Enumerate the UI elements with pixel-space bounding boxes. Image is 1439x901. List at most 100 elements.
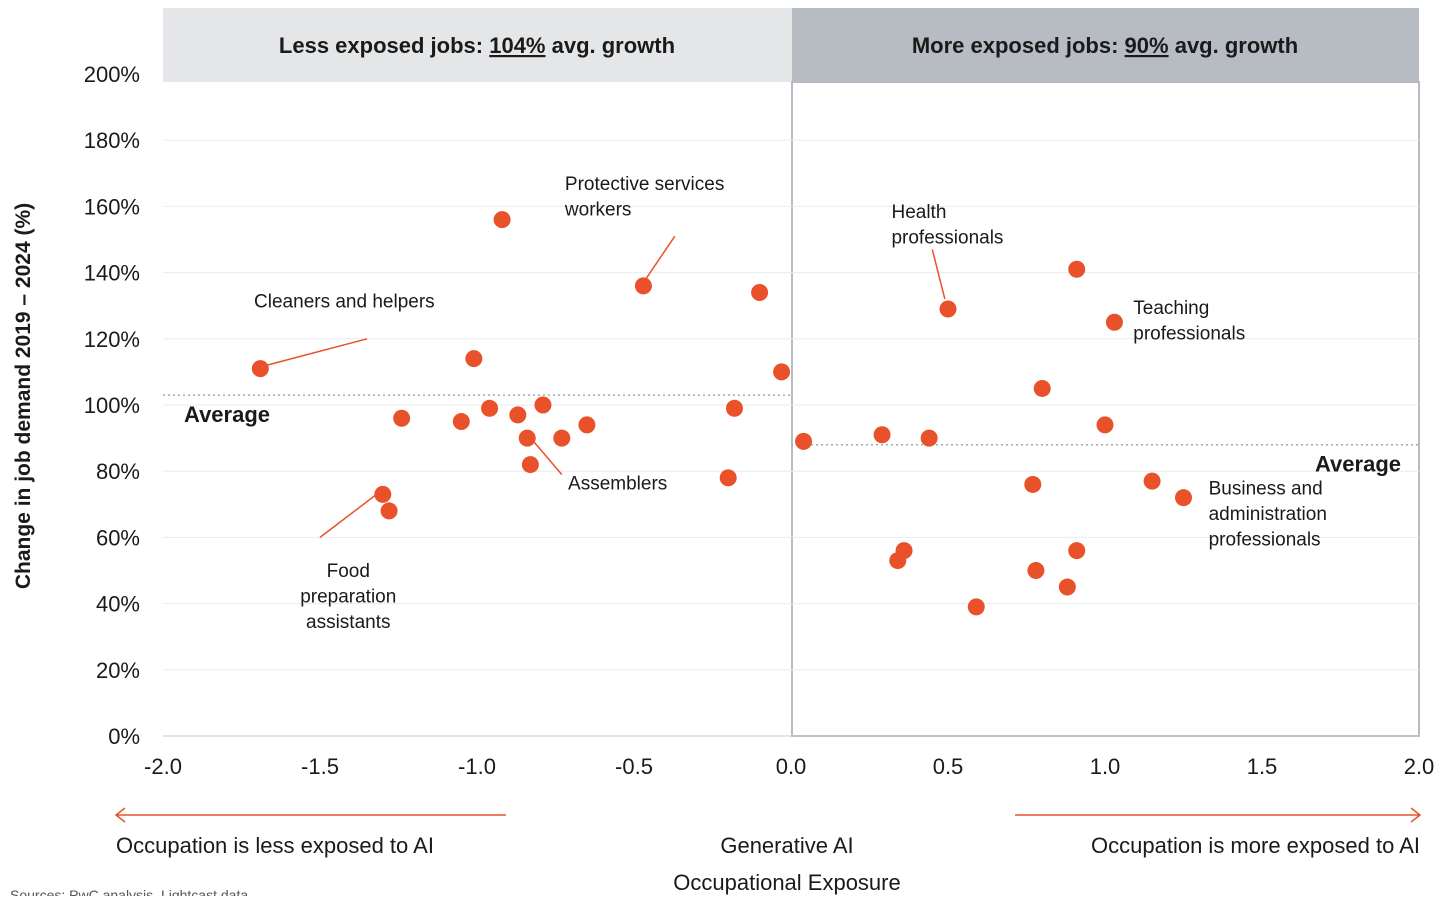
annotation-line: administration <box>1209 504 1327 525</box>
right-exposure-arrow <box>1015 807 1422 823</box>
annotation-label: Teaching professionals <box>1133 298 1245 345</box>
annotation-leader <box>266 338 368 367</box>
annotation-label: Business and administration professionals <box>1209 478 1327 550</box>
data-point <box>534 396 552 414</box>
right-panel-title-value: 90% <box>1125 33 1169 58</box>
right-panel-title-suffix: avg. growth <box>1169 33 1299 58</box>
data-point <box>920 429 938 447</box>
x-tick-label: 0.0 <box>776 754 807 779</box>
data-point <box>1033 379 1051 397</box>
annotation-line: Teaching <box>1133 298 1209 319</box>
right-panel-title-prefix: More exposed jobs: <box>912 33 1125 58</box>
data-point <box>380 502 398 520</box>
y-tick-label: 0% <box>108 724 140 749</box>
average-lines: Average Average <box>163 394 1419 477</box>
left-arrow-label: Occupation is less exposed to AI <box>116 833 434 858</box>
annotations: Protective services workers Cleaners and h… <box>254 174 1327 633</box>
y-tick-label: 40% <box>96 592 140 617</box>
data-point <box>1024 475 1042 493</box>
left-panel-title-value: 104% <box>489 33 545 58</box>
annotation-line: preparation <box>300 587 396 608</box>
x-tick-label: -1.0 <box>458 754 496 779</box>
data-point <box>795 432 813 450</box>
data-point <box>873 426 891 444</box>
y-tick-label: 80% <box>96 459 140 484</box>
annotation-line: Cleaners and helpers <box>254 291 435 312</box>
data-point <box>493 211 511 229</box>
data-point <box>1027 562 1045 579</box>
y-gridlines <box>163 139 1419 737</box>
annotation-label: Health professionals <box>891 202 1003 249</box>
data-point <box>1143 472 1161 490</box>
data-point <box>452 413 470 431</box>
annotation-label: Assemblers <box>568 473 667 494</box>
data-point <box>518 429 536 447</box>
left-exposure-arrow <box>114 807 506 823</box>
annotation-line: Protective services <box>565 174 724 195</box>
data-point <box>374 485 392 503</box>
left-panel-title-prefix: Less exposed jobs: <box>279 33 489 58</box>
y-tick-label: 100% <box>84 393 140 418</box>
data-point <box>773 363 791 381</box>
y-tick-labels: 0% 20% 40% 60% 80% 100% 120% 140% 160% 180% 200% <box>84 62 140 749</box>
x-tick-label: -0.5 <box>615 754 653 779</box>
data-point <box>1068 260 1086 278</box>
data-points <box>251 211 1192 616</box>
x-tick-labels: -2.0 -1.5 -1.0 -0.5 0.0 0.5 1.0 1.5 2.0 <box>144 754 1434 779</box>
data-point <box>1175 489 1192 507</box>
data-point <box>895 542 913 560</box>
x-tick-label: 1.5 <box>1247 754 1278 779</box>
data-point <box>939 300 957 318</box>
annotation-line: Assemblers <box>568 473 667 494</box>
left-panel-title-suffix: avg. growth <box>546 33 676 58</box>
right-panel-bg <box>792 8 1419 736</box>
average-label: Average <box>184 402 270 427</box>
data-point <box>1105 313 1123 331</box>
x-tick-label: -1.5 <box>301 754 339 779</box>
annotation-label: Protective services workers <box>564 174 724 221</box>
x-tick-label: 0.5 <box>933 754 964 779</box>
annotation-line: workers <box>564 199 632 220</box>
annotation-line: professionals <box>891 227 1003 248</box>
x-tick-label: 1.0 <box>1090 754 1121 779</box>
annotation-line: professionals <box>1209 529 1321 550</box>
right-panel-header-bg <box>792 8 1419 82</box>
annotation-line: professionals <box>1133 323 1245 344</box>
source-note: Sources: PwC analysis, Lightcast data <box>10 887 248 896</box>
data-point <box>719 469 737 487</box>
y-tick-label: 200% <box>84 62 140 87</box>
right-arrow-label: Occupation is more exposed to AI <box>1091 833 1420 858</box>
annotation-line: Health <box>891 202 946 223</box>
data-point <box>634 277 652 295</box>
right-panel-title: More exposed jobs: 90% avg. growth <box>912 33 1298 58</box>
annotation-label: Food preparation assistants <box>300 561 396 633</box>
data-point <box>521 456 539 474</box>
data-point <box>725 399 743 417</box>
left-arrow-head <box>114 807 126 823</box>
data-point <box>751 283 769 301</box>
average-label: Average <box>1315 452 1401 477</box>
data-point <box>1068 542 1086 560</box>
y-tick-label: 60% <box>96 525 140 550</box>
data-point <box>967 598 985 616</box>
annotation-line: assistants <box>306 612 390 633</box>
data-point <box>1058 578 1076 596</box>
annotation-line: Business and <box>1209 478 1323 499</box>
data-point <box>553 429 571 447</box>
x-tick-label: -2.0 <box>144 754 182 779</box>
y-tick-label: 160% <box>84 194 140 219</box>
annotation-leader <box>319 493 377 538</box>
annotation-line: Food <box>327 561 370 582</box>
data-point <box>465 350 483 368</box>
data-point <box>578 416 596 434</box>
data-point <box>481 399 499 417</box>
y-tick-label: 180% <box>84 128 140 153</box>
y-tick-label: 140% <box>84 261 140 286</box>
left-panel-title: Less exposed jobs: 104% avg. growth <box>279 33 675 58</box>
y-axis-label: Change in job demand 2019 – 2024 (%) <box>12 203 35 589</box>
annotation-label: Cleaners and helpers <box>254 291 435 312</box>
x-axis-label-line-1: Generative AI <box>720 833 853 858</box>
left-panel-header-bg <box>163 8 792 82</box>
data-point <box>393 409 411 427</box>
